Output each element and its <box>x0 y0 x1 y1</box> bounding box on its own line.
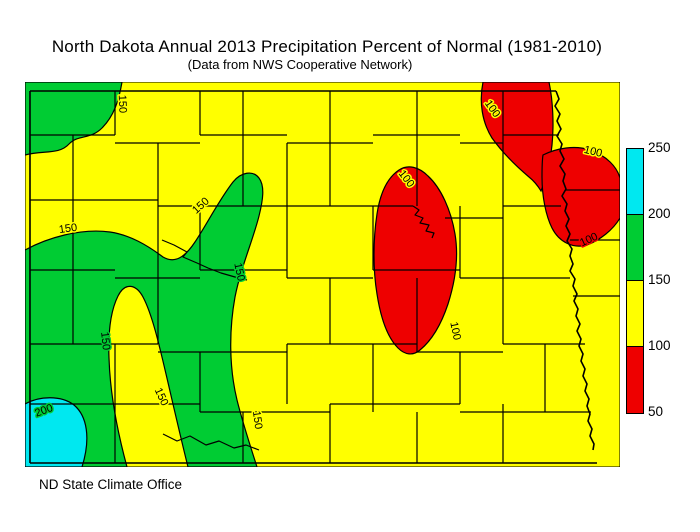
colorbar-tick-150: 150 <box>648 272 671 288</box>
colorbar <box>626 148 644 414</box>
missouri-river-boundary <box>161 239 248 281</box>
middle-river-zigzag <box>412 205 435 239</box>
region-red-north-central <box>480 82 554 193</box>
region-red-east <box>541 146 620 247</box>
region-green-west-central <box>25 172 264 467</box>
colorbar-tick-100: 100 <box>648 338 671 354</box>
colorbar-segment-100-150 <box>627 281 643 347</box>
credit-text: ND State Climate Office <box>39 477 183 492</box>
contour-label-100: 100 <box>447 321 463 341</box>
region-green-northwest <box>25 82 123 156</box>
county-boundaries <box>30 91 620 463</box>
region-cyan-southwest <box>25 397 88 467</box>
southeast-river-boundary <box>162 433 260 451</box>
colorbar-segment-50-100 <box>627 347 643 413</box>
page-subtitle: (Data from NWS Cooperative Network) <box>187 57 413 72</box>
colorbar-tick-50: 50 <box>648 404 664 420</box>
contour-label-150: 150 <box>58 222 78 236</box>
red-river-border <box>554 90 595 451</box>
contour-label-150: 150 <box>231 262 247 282</box>
contour-label-150: 150 <box>98 331 112 351</box>
contour-label-150: 150 <box>250 410 264 430</box>
colorbar-tick-200: 200 <box>648 206 671 222</box>
colorbar-segment-200-250 <box>627 149 643 215</box>
colorbar-tick-250: 250 <box>648 140 671 156</box>
colorbar-segment-150-200 <box>627 215 643 281</box>
region-red-central <box>373 166 458 355</box>
page-title: North Dakota Annual 2013 Precipitation P… <box>51 37 603 56</box>
state-border <box>29 90 597 464</box>
contour-label-150: 150 <box>116 95 129 114</box>
